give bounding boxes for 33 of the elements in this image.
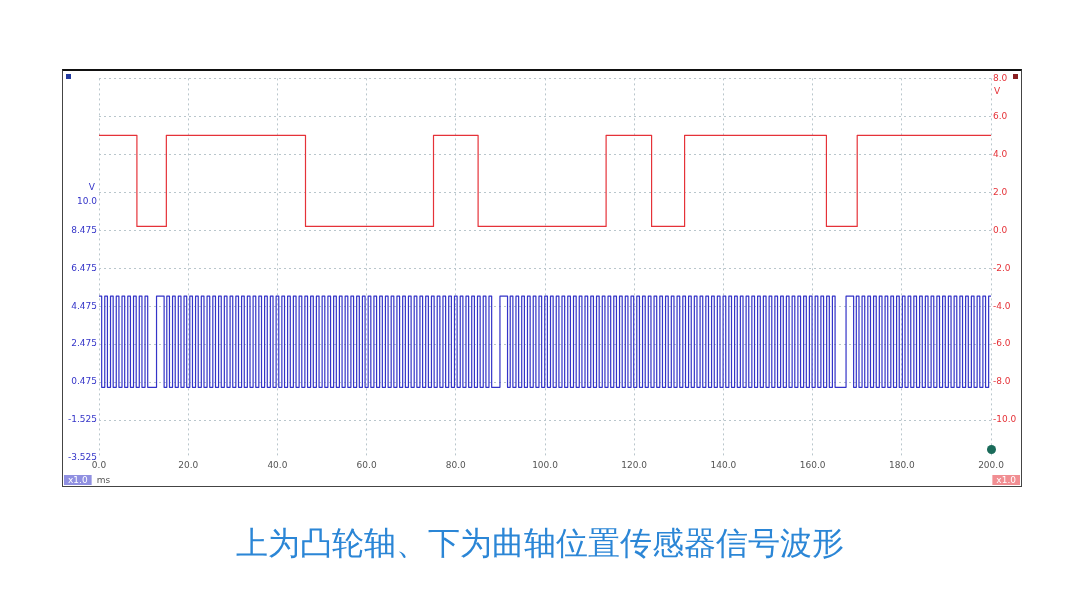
y-tick-label: 6.475 xyxy=(71,262,97,273)
x-tick-label: 180.0 xyxy=(888,459,915,470)
y2-tick-label: -4.0 xyxy=(993,300,1011,311)
y-tick-label: 0.475 xyxy=(71,376,97,387)
x-tick-label: 120.0 xyxy=(621,459,648,470)
y-axis-title: V xyxy=(88,182,96,193)
y2-tick-label: -10.0 xyxy=(993,414,1017,425)
text: 上为凸轮轴、下为曲轴位置传感器信号波形 xyxy=(235,523,845,564)
y2-tick-label: 8.0 xyxy=(993,72,1008,83)
x-tick-label: 60.0 xyxy=(356,459,377,470)
x-axis-title: ms xyxy=(96,474,111,485)
x-tick-label: 160.0 xyxy=(799,459,826,470)
y2-tick-label: 4.0 xyxy=(993,148,1008,159)
x-tick-label: 80.0 xyxy=(445,459,467,470)
x-tick-label: 40.0 xyxy=(267,459,288,470)
x-tick-label: 200.0 xyxy=(978,459,1005,470)
y-tick-label: 10.0 xyxy=(76,195,98,206)
y2-tick-label: 6.0 xyxy=(993,110,1008,121)
x-tick-label: 100.0 xyxy=(532,459,559,470)
y2-tick-label: 0.0 xyxy=(993,224,1008,235)
y2-tick-label: -2.0 xyxy=(993,262,1011,273)
y2-axis-title: V xyxy=(994,86,1001,97)
text: x1.0 xyxy=(996,474,1017,485)
y2-tick-label: -8.0 xyxy=(993,376,1011,387)
y-tick-label: 8.475 xyxy=(71,224,97,235)
y2-tick-label: -6.0 xyxy=(993,338,1011,349)
x-tick-label: 140.0 xyxy=(710,459,737,470)
y-tick-label: 2.475 xyxy=(71,338,97,349)
y-tick-label: -1.525 xyxy=(67,414,97,425)
y-tick-label: 4.475 xyxy=(71,300,97,311)
y2-tick-label: 2.0 xyxy=(993,186,1008,197)
x-tick-label: 20.0 xyxy=(178,459,199,470)
text: x1.0 xyxy=(68,474,88,485)
